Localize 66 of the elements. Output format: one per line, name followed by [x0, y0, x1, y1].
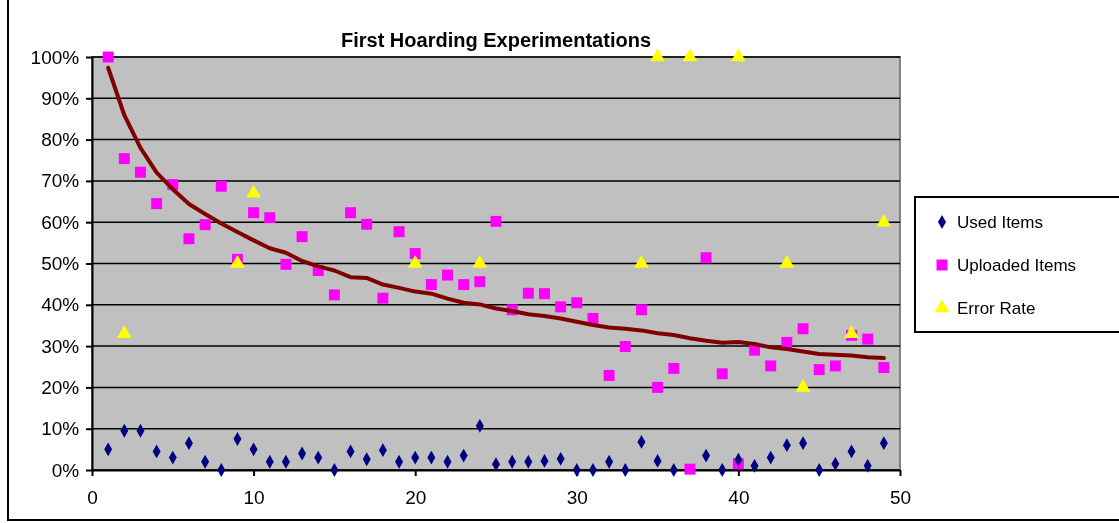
point: [118, 153, 130, 165]
point: [377, 292, 389, 304]
point: [522, 287, 534, 299]
point: [393, 226, 405, 238]
point: [474, 276, 486, 288]
x-tick-label: 20: [405, 486, 427, 508]
point: [684, 463, 696, 475]
point: [555, 301, 567, 313]
x-tick-label: 50: [889, 486, 912, 508]
point: [183, 233, 195, 245]
point: [668, 362, 680, 374]
x-tick-label: 30: [566, 486, 588, 508]
y-tick-label: 90%: [41, 87, 80, 109]
point: [280, 258, 292, 270]
point: [539, 288, 550, 300]
point: [199, 219, 211, 231]
point: [409, 248, 421, 260]
point: [425, 279, 437, 291]
point: [829, 360, 841, 372]
y-tick-label: 40%: [41, 294, 80, 316]
point: [765, 360, 777, 372]
point: [248, 207, 260, 219]
legend-label: Error Rate: [957, 299, 1036, 318]
point: [151, 198, 163, 210]
point: [102, 51, 114, 63]
point: [635, 304, 647, 316]
y-tick-label: 50%: [41, 253, 80, 275]
line-series: [106, 65, 886, 361]
point: [345, 207, 357, 219]
point: [682, 48, 698, 62]
point: [215, 180, 227, 192]
point: [813, 364, 825, 376]
point: [361, 218, 373, 230]
point: [328, 289, 340, 301]
y-tick-label: 20%: [41, 376, 80, 398]
point: [652, 381, 664, 393]
y-tick-label: 80%: [41, 129, 80, 151]
point: [730, 48, 746, 62]
x-tick-label: 40: [728, 486, 750, 508]
point: [490, 215, 502, 227]
point: [264, 212, 276, 224]
y-tick-label: 100%: [30, 46, 80, 68]
point: [296, 231, 308, 243]
point: [135, 166, 146, 178]
point: [797, 323, 809, 335]
point: [571, 297, 583, 309]
legend-label: Uploaded Items: [957, 256, 1077, 275]
point: [619, 341, 631, 352]
point: [700, 252, 712, 264]
chart-title: First Hoarding Experimentations: [340, 29, 652, 51]
x-tick-label: 10: [243, 486, 265, 508]
y-tick-label: 0%: [51, 459, 80, 481]
point: [716, 368, 728, 380]
point: [862, 333, 874, 345]
point: [458, 279, 470, 291]
point: [650, 48, 666, 62]
legend-label: Used Items: [957, 213, 1043, 232]
point: [878, 362, 890, 374]
point: [781, 336, 793, 348]
y-tick-label: 10%: [41, 418, 80, 440]
y-tick-label: 30%: [41, 335, 80, 357]
x-tick-label: 0: [87, 486, 98, 508]
y-tick-label: 60%: [41, 211, 80, 233]
point: [442, 269, 453, 281]
y-tick-label: 70%: [41, 170, 80, 192]
point: [603, 369, 615, 381]
